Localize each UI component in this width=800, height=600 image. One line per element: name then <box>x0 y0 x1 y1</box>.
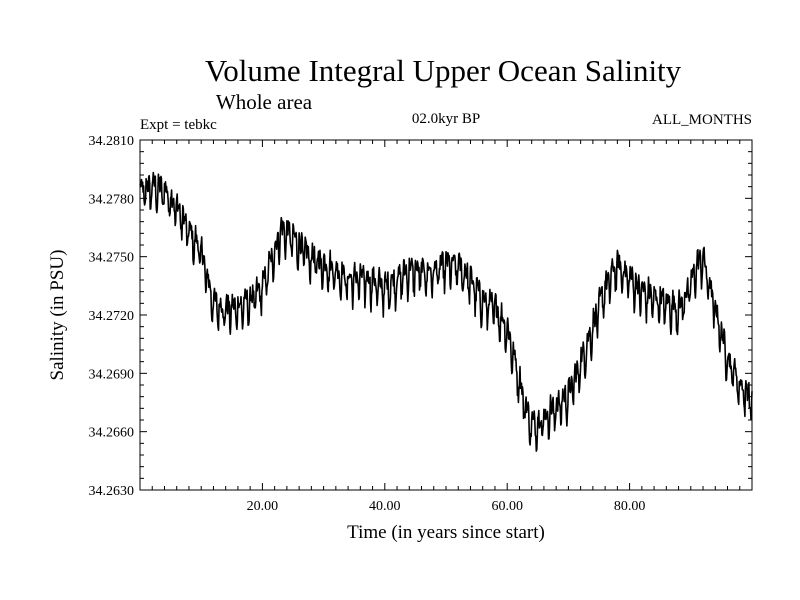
experiment-label: Expt = tebkc <box>140 117 217 133</box>
period-label: 02.0kyr BP <box>412 111 480 127</box>
y-tick-label: 34.2780 <box>89 192 135 207</box>
y-tick-label: 34.2750 <box>89 251 135 266</box>
x-axis-label: Time (in years since start) <box>347 522 545 543</box>
series-line-salinity <box>139 171 753 452</box>
y-tick-label: 34.2810 <box>89 134 135 149</box>
y-tick-label: 34.2630 <box>89 484 135 499</box>
months-label: ALL_MONTHS <box>652 112 752 128</box>
x-tick-label: 80.00 <box>614 499 646 514</box>
y-axis-label: Salinity (in PSU) <box>47 250 68 381</box>
y-tick-label: 34.2720 <box>89 309 135 324</box>
y-tick-label: 34.2660 <box>89 426 135 441</box>
x-tick-labels: 20.00 40.00 60.00 80.00 <box>247 499 646 514</box>
y-tick-labels: 34.2630 34.2660 34.2690 34.2720 34.2750 34.27… <box>89 134 135 499</box>
chart-subtitle: Whole area <box>216 90 313 114</box>
y-tick-label: 34.2690 <box>89 367 135 382</box>
chart-title: Volume Integral Upper Ocean Salinity <box>205 53 682 88</box>
x-tick-label: 40.00 <box>369 499 401 514</box>
x-tick-label: 20.00 <box>247 499 279 514</box>
x-tick-label: 60.00 <box>491 499 523 514</box>
